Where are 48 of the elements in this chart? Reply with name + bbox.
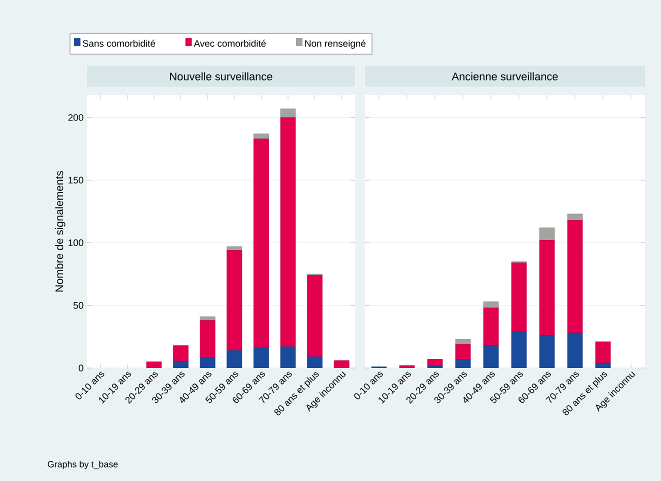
y-tick-label: 200: [68, 114, 84, 121]
bar: [307, 275, 323, 357]
bar: [226, 350, 242, 368]
bar: [226, 250, 242, 351]
bar: [334, 360, 350, 368]
y-tick-label: 100: [68, 239, 84, 246]
bar: [280, 108, 296, 118]
bar: [455, 339, 471, 344]
text: Graphs by t_base: [48, 460, 118, 470]
bar: [595, 342, 611, 364]
bar: [254, 348, 269, 368]
bar: [173, 345, 189, 362]
chart-title: Nouvelle surveillance: [170, 72, 272, 80]
legend-label: Non renseigné: [305, 40, 366, 49]
bar: [280, 117, 296, 347]
bar: [427, 359, 443, 366]
legend-label: Avec comorbidité: [194, 40, 266, 47]
bar: [511, 331, 527, 368]
bar: [511, 262, 527, 332]
bar: [483, 345, 499, 368]
bar: [173, 362, 189, 368]
bar: [539, 335, 555, 368]
bar: [567, 220, 583, 334]
y-tick-label: 150: [68, 176, 84, 184]
bar: [200, 320, 216, 358]
bar: [399, 365, 415, 368]
bar: [567, 214, 583, 220]
bar: [200, 358, 216, 368]
bar: [254, 134, 269, 140]
bar: [539, 240, 555, 336]
bar: [455, 359, 471, 368]
legend-label: Sans comorbidité: [82, 40, 156, 47]
bar: [539, 228, 555, 240]
bar: [483, 308, 499, 346]
y-tick-label: 0: [78, 364, 84, 372]
bar: [146, 362, 162, 368]
y-axis-title: Nombre de signalements: [55, 171, 66, 292]
bar: [280, 346, 296, 368]
bar: [307, 356, 323, 368]
y-tick-label: 50: [73, 302, 84, 309]
bar: [427, 365, 443, 368]
bar: [483, 301, 499, 308]
bar: [254, 138, 269, 348]
chart-title: Ancienne surveillance: [452, 72, 558, 80]
bar: [455, 344, 471, 360]
bar: [226, 246, 242, 250]
bar: [567, 332, 583, 368]
bar: [595, 362, 611, 368]
